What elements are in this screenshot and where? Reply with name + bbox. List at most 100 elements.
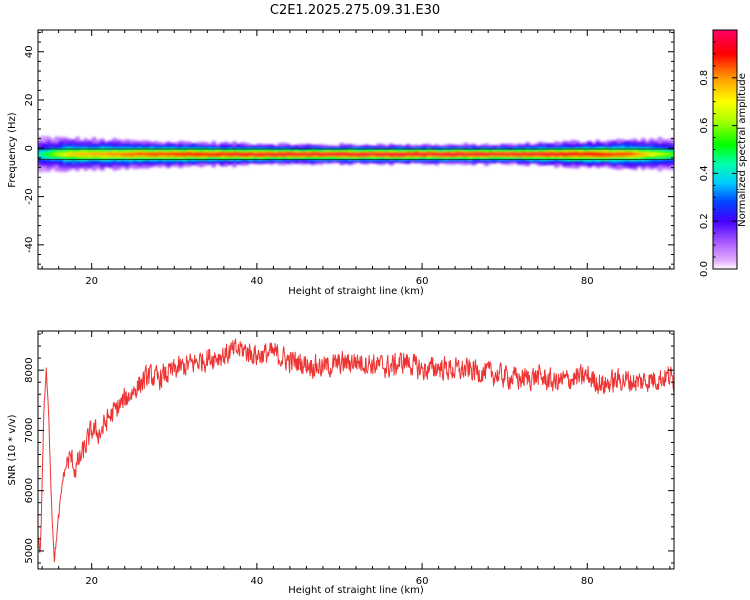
spectrogram-cell: [368, 153, 374, 155]
spectrogram-cell: [327, 153, 332, 156]
colorbar-label: Normalized spectral amplitude: [737, 73, 748, 227]
spectrogram-cell: [54, 152, 60, 156]
y-tick-label: 40: [24, 45, 35, 58]
x-tick-label: 20: [85, 576, 98, 587]
spectrogram-cell: [653, 152, 659, 156]
spectrogram-cell: [294, 153, 299, 156]
spectrogram-cell: [566, 153, 572, 156]
spectrogram-cell: [550, 152, 555, 155]
colorbar-tick-label: 0.4: [699, 165, 710, 181]
spectrogram-cell: [616, 152, 621, 156]
spectrogram-cell: [157, 152, 163, 156]
spectrogram-cell: [240, 153, 246, 156]
spectrogram-cell: [232, 152, 237, 156]
spectrogram-cell: [141, 152, 146, 156]
spectrogram-cell: [116, 152, 122, 156]
spectrogram-cell: [384, 153, 390, 155]
snr-ticks: 20 40 60 80 5000 6000 7000 8000: [24, 331, 674, 587]
spectrogram-cell: [120, 153, 126, 157]
spectrogram-cell: [203, 153, 208, 156]
spectrogram-cell: [545, 153, 551, 156]
spectrogram-cell: [310, 153, 316, 156]
spectrogram-cell: [318, 153, 324, 156]
snr-plot-area: [38, 338, 674, 563]
x-tick-label: 40: [251, 576, 264, 587]
spectrogram-cell: [430, 152, 436, 155]
spectrogram-cell: [252, 153, 258, 156]
spectrogram-cell: [302, 153, 308, 155]
spectrogram-cell: [314, 152, 320, 156]
spectrogram-cell: [46, 152, 51, 157]
spectrogram-cell: [488, 152, 493, 155]
spectrogram-cell: [595, 152, 601, 157]
spectrogram-cell: [376, 153, 382, 156]
spectrogram-cell: [380, 153, 386, 156]
x-tick-label: 80: [581, 276, 594, 287]
spectrogram-cell: [186, 152, 192, 156]
spectrogram-cell: [104, 152, 109, 156]
x-tick-label: 60: [416, 276, 429, 287]
spectrogram-cell: [256, 153, 262, 156]
spectrogram-cell: [475, 153, 481, 156]
spectrogram-cell: [244, 153, 250, 156]
spectrogram-cell: [132, 152, 138, 156]
y-tick-label: 6000: [24, 478, 35, 503]
snr-series-line: [38, 338, 674, 563]
spectrogram-ylabel: Frequency (Hz): [7, 112, 18, 188]
colorbar: 0.0 0.2 0.4 0.6 0.8 Normalized spectral ampl…: [699, 29, 748, 277]
spectrogram-cell: [574, 152, 580, 156]
spectrogram-cell: [335, 153, 341, 156]
spectrogram-cell: [58, 153, 64, 157]
spectrogram-cell: [500, 153, 506, 155]
spectrogram-cell: [145, 152, 151, 156]
y-tick-label: -20: [24, 188, 35, 204]
spectrogram-cell: [248, 153, 254, 156]
spectrogram-cell: [517, 153, 522, 156]
spectrogram-cell: [149, 152, 155, 156]
spectrogram-cell: [484, 153, 489, 156]
spectrogram-contour-layer: [38, 152, 674, 157]
snr-xlabel: Height of straight line (km): [288, 585, 424, 596]
spectrogram-cell: [298, 153, 303, 156]
spectrogram-cell: [512, 153, 518, 156]
spectrogram-cell: [389, 153, 394, 156]
spectrogram-cell: [434, 153, 440, 156]
spectrogram-cell: [137, 152, 142, 156]
spectrogram-cell: [124, 152, 130, 156]
spectrogram-cell: [612, 153, 617, 156]
spectrogram-cell: [669, 152, 674, 157]
spectrogram-cell: [521, 152, 526, 155]
spectrogram-cell: [558, 152, 564, 156]
spectrogram-cell: [372, 153, 378, 155]
spectrogram-cell: [347, 153, 353, 156]
spectrogram-cell: [562, 153, 568, 156]
spectrogram-cell: [508, 152, 514, 155]
x-tick-label: 40: [251, 276, 264, 287]
spectrogram-cell: [343, 152, 349, 156]
spectrogram-cell: [190, 153, 196, 156]
y-tick-label: 5000: [24, 538, 35, 563]
colorbar-tick-label: 0.8: [699, 70, 710, 86]
spectrogram-cell: [537, 152, 543, 156]
spectrogram-cell: [207, 153, 213, 156]
spectrogram-cell: [599, 153, 605, 157]
spectrogram-cell: [91, 152, 97, 156]
spectrogram-cell: [112, 153, 118, 156]
spectrogram-xlabel: Height of straight line (km): [288, 286, 424, 297]
spectrogram-cell: [261, 153, 266, 156]
spectrogram-cell: [446, 153, 452, 156]
spectrogram-cell: [223, 153, 229, 156]
spectrogram-cell: [554, 153, 559, 156]
colorbar-tick-label: 0.6: [699, 118, 710, 134]
spectrogram-cell: [227, 153, 233, 156]
spectrogram-cell: [393, 153, 398, 156]
spectrogram-cell: [178, 152, 184, 156]
spectrogram-cell: [236, 152, 241, 156]
spectrogram-cell: [496, 152, 502, 155]
spectrogram-cell: [442, 153, 448, 155]
spectrogram-cell: [95, 152, 101, 156]
spectrogram-cell: [356, 153, 361, 156]
spectrogram-cell: [492, 153, 498, 156]
y-tick-label: -40: [24, 237, 35, 253]
x-tick-label: 60: [416, 576, 429, 587]
